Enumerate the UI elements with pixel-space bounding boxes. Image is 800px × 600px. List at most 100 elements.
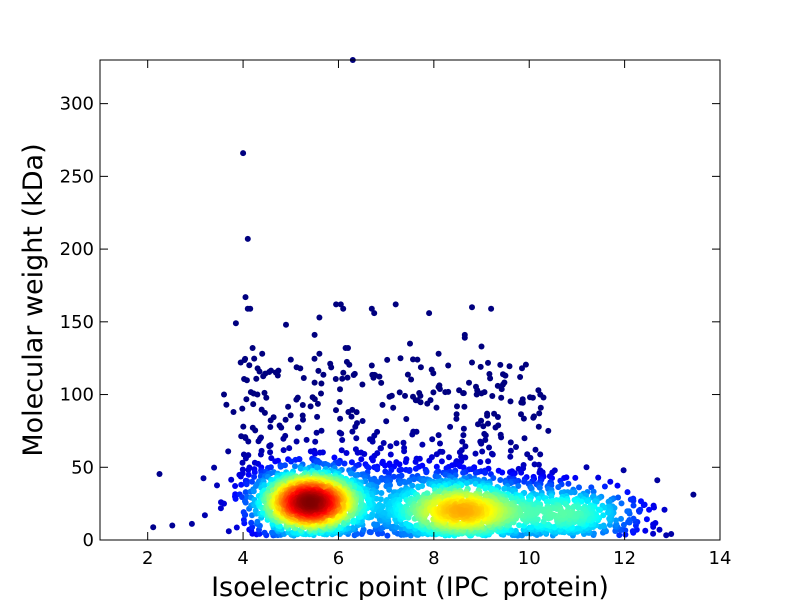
data-point <box>169 522 176 529</box>
data-point <box>246 362 253 369</box>
data-point <box>240 516 247 523</box>
data-point <box>369 511 376 518</box>
data-point <box>498 394 505 401</box>
data-point <box>250 488 257 495</box>
data-point <box>249 345 256 351</box>
data-point <box>630 502 637 509</box>
data-point <box>522 361 529 368</box>
data-point <box>583 464 590 471</box>
data-point <box>390 473 397 480</box>
data-point <box>261 389 268 396</box>
data-point <box>572 474 579 481</box>
data-point <box>462 454 469 461</box>
data-point <box>460 390 467 397</box>
data-point <box>661 506 668 513</box>
data-point <box>339 375 346 382</box>
data-point <box>472 450 479 457</box>
data-point <box>607 478 614 485</box>
data-point <box>242 294 249 301</box>
data-point <box>668 531 675 537</box>
data-point <box>402 479 409 486</box>
data-point <box>624 489 631 496</box>
data-point <box>223 401 230 408</box>
data-point <box>260 373 267 380</box>
data-point <box>312 450 318 457</box>
data-point <box>489 393 496 399</box>
data-point <box>259 350 266 357</box>
data-point <box>616 532 623 539</box>
data-point <box>478 390 485 397</box>
data-point <box>150 524 157 531</box>
data-point <box>313 429 320 436</box>
data-point <box>518 469 525 476</box>
data-point <box>217 505 224 512</box>
data-point <box>366 529 373 535</box>
data-point <box>447 423 454 430</box>
data-point <box>361 451 368 457</box>
data-point <box>253 483 259 489</box>
data-point <box>221 500 227 507</box>
data-point <box>378 379 385 386</box>
data-point <box>446 454 452 461</box>
data-point <box>188 520 195 527</box>
data-point <box>482 485 489 492</box>
data-point <box>423 469 430 476</box>
data-point <box>412 465 419 472</box>
data-point <box>651 504 657 511</box>
data-point <box>614 482 621 489</box>
data-point <box>460 469 467 476</box>
data-point <box>228 476 235 483</box>
data-point <box>293 438 300 445</box>
data-point <box>477 363 484 370</box>
data-point <box>287 412 294 419</box>
data-point <box>536 410 543 417</box>
data-point <box>489 451 496 458</box>
data-point <box>243 396 250 403</box>
data-point <box>392 301 399 308</box>
data-point <box>406 468 413 474</box>
data-point <box>307 403 314 410</box>
data-point <box>435 432 442 439</box>
data-point <box>531 461 538 468</box>
data-point <box>390 404 397 411</box>
data-point <box>486 444 492 451</box>
data-point <box>424 490 431 497</box>
x-tick-label: 4 <box>237 548 248 569</box>
data-point <box>297 365 304 372</box>
data-point <box>288 458 295 465</box>
data-point <box>408 376 415 383</box>
data-point <box>278 424 285 431</box>
data-point <box>620 467 627 474</box>
data-point <box>400 439 407 446</box>
data-point <box>370 374 377 381</box>
data-point <box>485 458 492 465</box>
data-point <box>402 392 408 399</box>
data-point <box>315 465 322 472</box>
data-point <box>280 435 287 442</box>
data-point <box>640 502 647 509</box>
data-point <box>282 416 289 423</box>
y-tick-label: 100 <box>60 385 94 406</box>
data-point <box>507 398 514 405</box>
data-point <box>490 475 497 481</box>
data-point <box>626 517 633 523</box>
data-point <box>349 428 356 435</box>
data-point <box>498 434 505 441</box>
data-point <box>396 480 403 487</box>
data-point <box>442 389 449 396</box>
data-point <box>252 507 259 514</box>
data-point <box>433 451 440 458</box>
data-point <box>545 521 552 528</box>
data-point <box>368 476 374 483</box>
data-point <box>488 305 495 312</box>
data-point <box>242 489 249 496</box>
data-point <box>245 467 252 473</box>
data-point <box>627 496 634 503</box>
data-point <box>417 399 424 406</box>
x-tick-label: 12 <box>613 548 636 569</box>
data-point <box>364 496 371 503</box>
data-point <box>232 495 239 502</box>
data-point <box>261 482 268 489</box>
data-point <box>398 521 405 528</box>
data-point <box>507 439 514 446</box>
